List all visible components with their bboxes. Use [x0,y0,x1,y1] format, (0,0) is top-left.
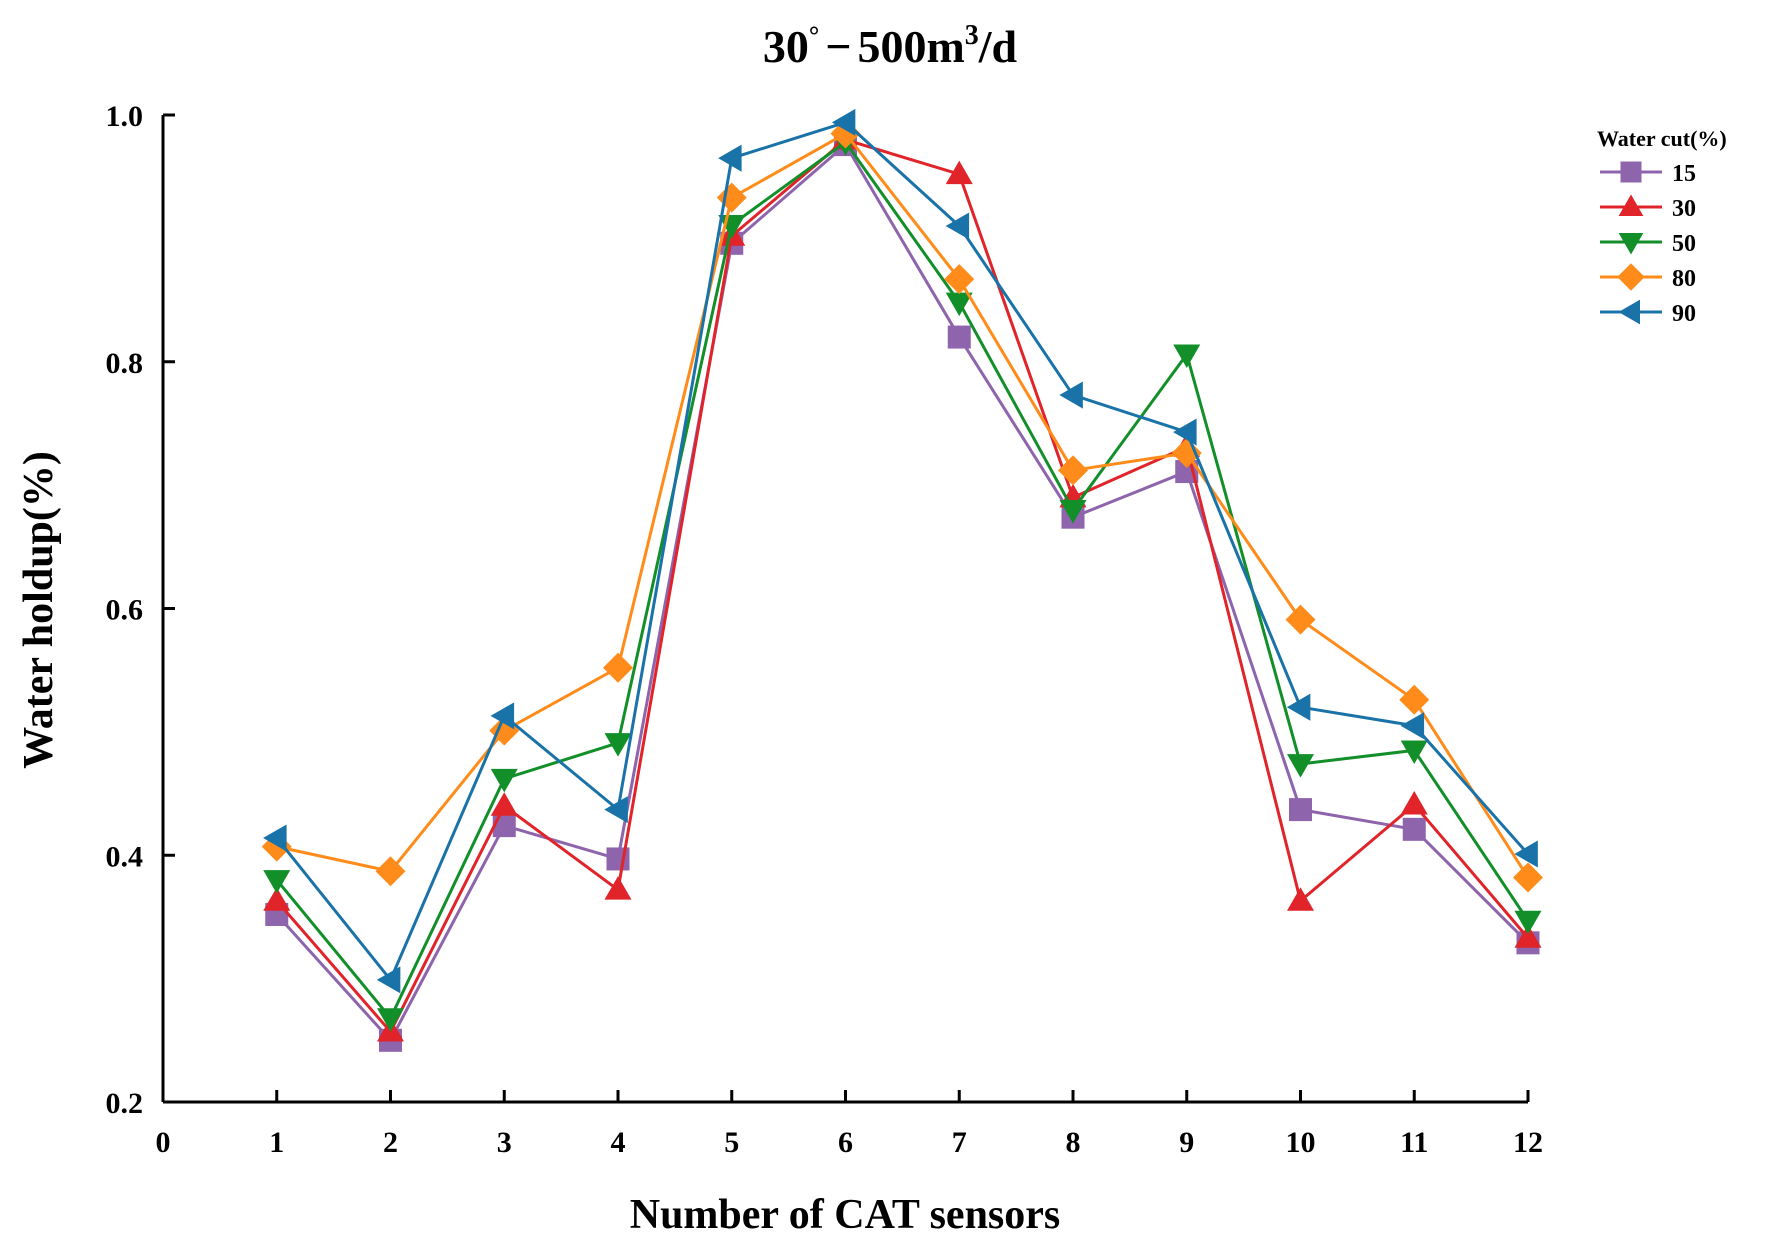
title-flow: 500m [857,21,964,72]
title-dash: − [825,21,851,72]
x-tick-label: 7 [952,1126,967,1159]
data-point [1512,862,1544,893]
data-point [604,876,632,900]
series-80 [261,118,1544,893]
series-90 [263,108,1538,994]
data-point [945,160,973,185]
legend-marker [1620,161,1642,183]
data-point [1400,712,1425,740]
series-line [275,143,1530,1042]
data-point [263,824,287,852]
legend-item-50: 50 [1600,231,1696,257]
series-line [275,140,1530,1020]
data-point [1173,344,1201,369]
data-point [602,652,634,683]
data-point [1285,604,1316,635]
x-tick-label: 12 [1513,1126,1543,1159]
x-tick-label: 11 [1400,1126,1428,1159]
y-tick-label: 0.8 [106,347,144,380]
x-axis-ticks: 0 1 2 3 4 5 6 7 8 9 10 11 12 [156,1090,1543,1159]
x-tick-label: 9 [1179,1126,1194,1159]
data-point [376,966,401,994]
data-point [604,796,628,824]
x-tick-label: 6 [838,1126,853,1159]
legend-label: 15 [1672,161,1696,187]
data-point [1057,455,1089,486]
legend-label: 30 [1672,196,1696,222]
series-line [276,132,1530,879]
legend-item-80: 80 [1600,263,1696,292]
y-tick-label: 0.2 [106,1087,144,1120]
title-degree: ° [809,21,819,50]
legend-marker [1618,194,1644,216]
data-point [944,264,975,295]
data-point [947,325,971,349]
data-point [1402,817,1426,841]
legend-item-30: 30 [1600,194,1696,222]
legend-marker [1618,233,1644,255]
data-point [1286,887,1315,911]
legend-label: 80 [1672,266,1696,292]
data-point [1399,684,1430,715]
series-50 [263,132,1542,1032]
x-tick-label: 1 [269,1126,284,1159]
x-tick-label: 4 [611,1126,626,1159]
x-tick-label: 3 [497,1126,512,1159]
y-axis-ticks: 0.2 0.4 0.6 0.8 1.0 [106,100,175,1120]
x-tick-label: 10 [1286,1126,1316,1159]
legend-item-15: 15 [1600,161,1696,187]
data-point [1059,499,1087,524]
data-point [1289,798,1312,822]
legend: Water cut(%) 15 30 50 80 90 [1597,126,1727,327]
legend-label: 90 [1672,301,1696,327]
series-line [275,138,1530,1034]
data-point [263,870,291,894]
data-point [1059,381,1083,409]
legend-title: Water cut(%) [1597,126,1727,151]
data-point [716,182,747,213]
data-point [376,1008,405,1032]
y-tick-label: 0.6 [106,594,144,627]
series-layer [261,108,1544,1052]
x-axis-title: Number of CAT sensors [630,1192,1061,1238]
y-axis-title: Water holdup(%) [16,451,62,769]
y-tick-label: 1.0 [106,100,144,133]
x-tick-label: 2 [383,1126,398,1159]
data-point [1173,418,1197,446]
series-line [275,120,1530,982]
data-point [490,702,515,730]
data-point [1400,791,1428,815]
data-point [263,887,291,911]
data-point [1514,840,1538,868]
data-point [1400,740,1428,765]
data-point [718,144,742,172]
data-point [490,768,518,793]
series-15 [265,133,1540,1052]
title-exponent: 3 [965,20,979,51]
series-30 [263,126,1542,1042]
title-main: 30 [763,21,809,72]
legend-item-90: 90 [1600,299,1696,327]
x-tick-label: 0 [156,1126,171,1159]
y-tick-label: 0.4 [106,840,144,873]
data-point [831,108,856,136]
x-tick-label: 5 [724,1126,739,1159]
legend-label: 50 [1672,231,1696,257]
data-point [604,733,632,757]
data-point [1514,910,1542,935]
data-point [1286,754,1315,778]
data-point [375,856,406,887]
data-point [1514,924,1542,948]
x-tick-label: 8 [1066,1126,1081,1159]
data-point [1286,693,1311,721]
data-point [490,792,518,816]
title-unit: /d [978,21,1018,72]
chart-title: 30° −500m3/d [763,20,1018,72]
legend-marker [1617,263,1645,291]
data-point [945,212,970,240]
legend-marker [1618,299,1640,325]
